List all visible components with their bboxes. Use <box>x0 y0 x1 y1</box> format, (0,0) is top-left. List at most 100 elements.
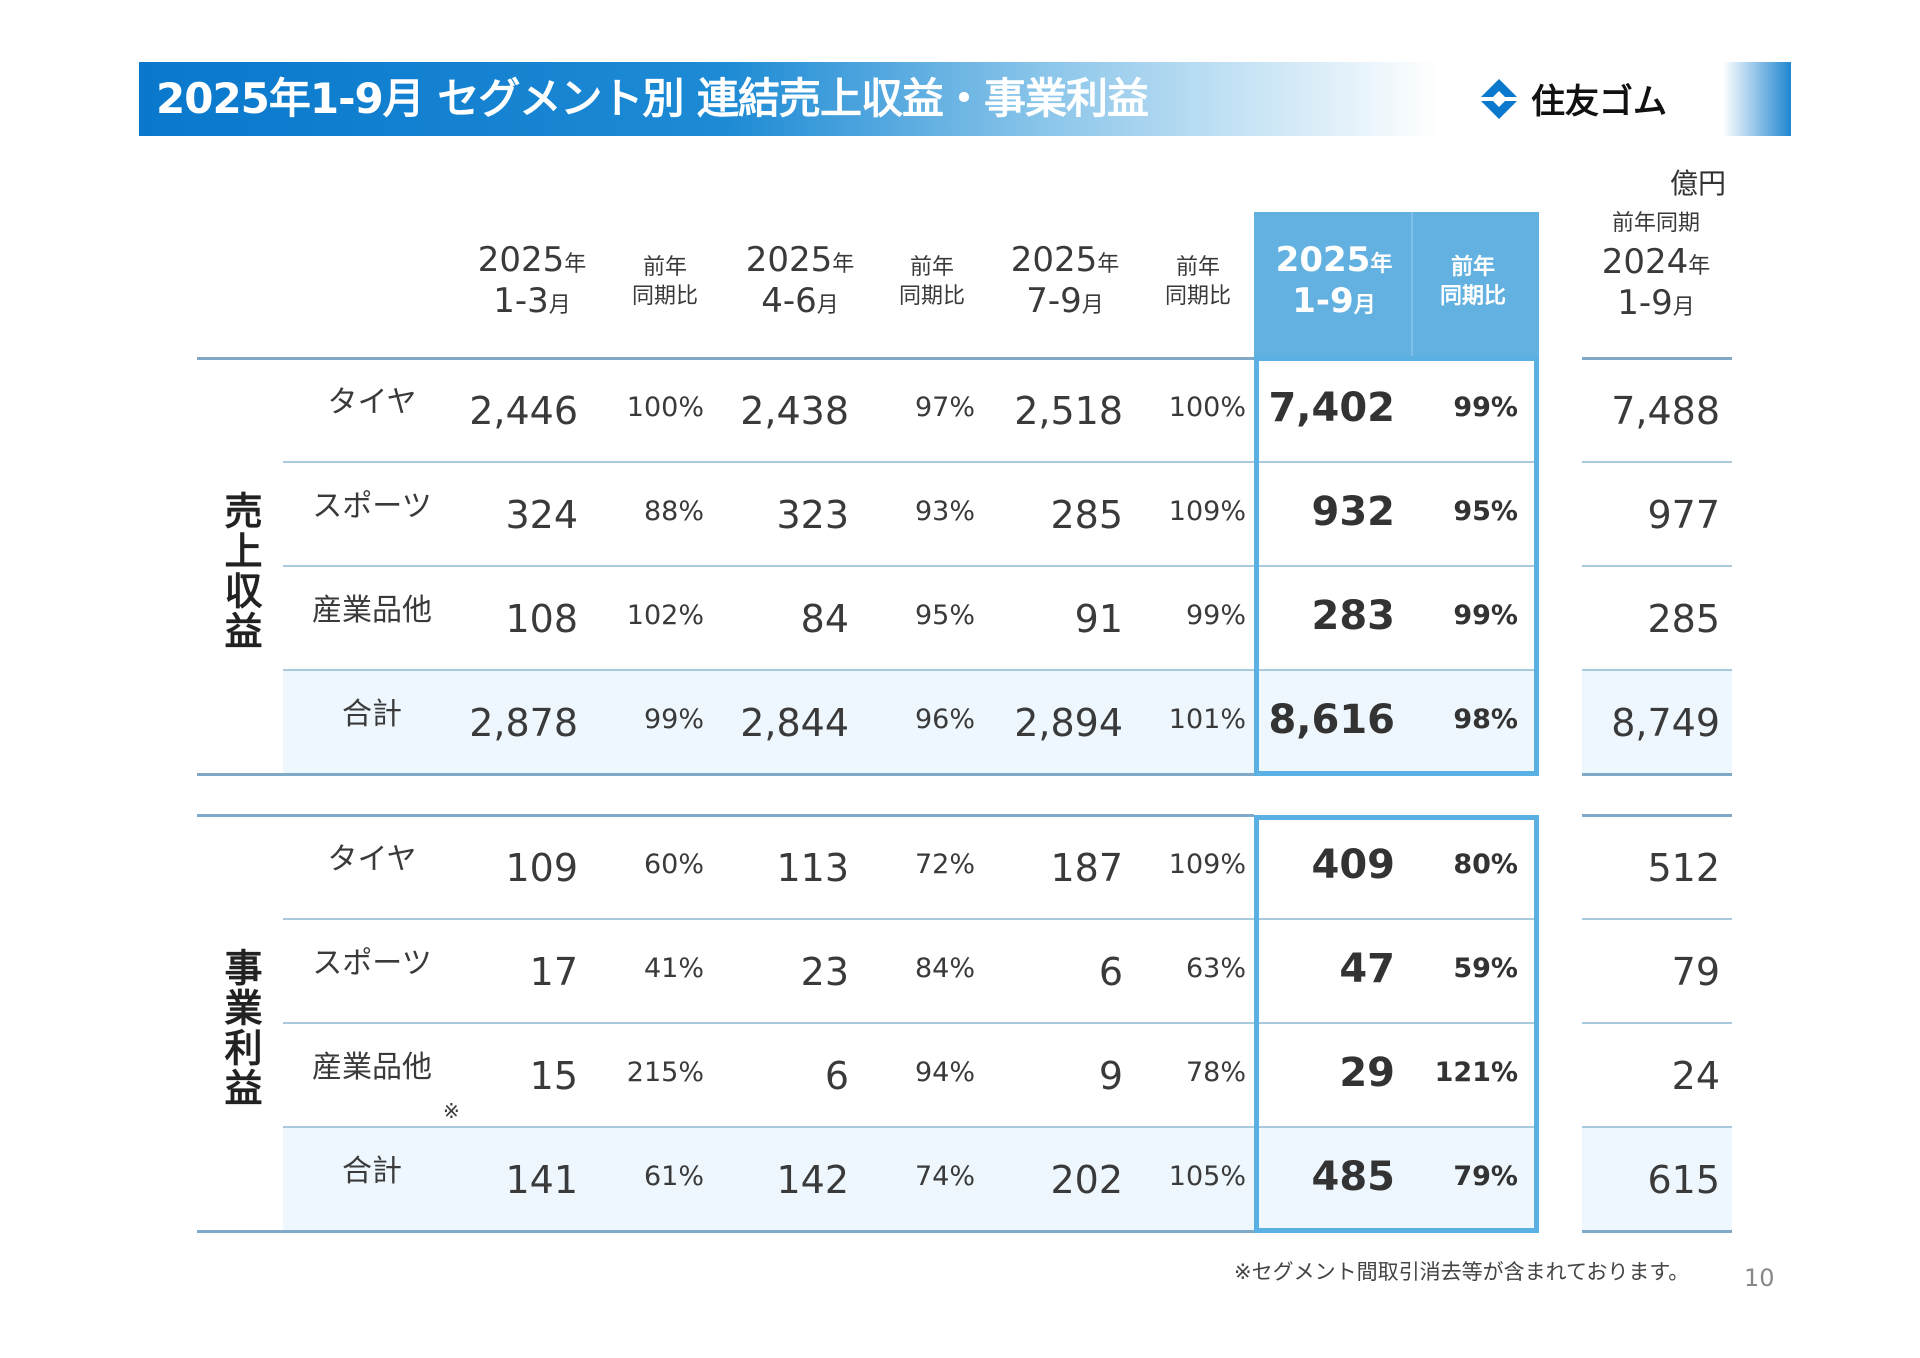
cell-q2: 23 <box>800 950 849 994</box>
cell-q1: 108 <box>505 597 578 641</box>
total-row-bg-prior <box>1582 1127 1732 1231</box>
cell-q3p: 109% <box>1168 496 1246 527</box>
cell-cump: 80% <box>1453 849 1518 880</box>
section-top-line <box>197 357 1254 360</box>
unit-label: 億円 <box>1670 167 1727 200</box>
period-value: 4-6 <box>761 280 817 321</box>
header-q3: 2025年 7-9月 <box>1011 240 1120 322</box>
cell-q3: 2,894 <box>1014 701 1123 745</box>
header-year: 2025年 <box>1276 240 1393 281</box>
page-number: 10 <box>1744 1264 1775 1292</box>
row-divider-prior <box>1582 565 1732 567</box>
row-divider-highlight <box>1254 1022 1539 1024</box>
header-line: 前年 <box>642 255 688 280</box>
cell-cum: 8,616 <box>1268 697 1395 743</box>
cell-cum: 409 <box>1311 842 1396 888</box>
row-divider <box>283 1126 1254 1128</box>
section-bottom-line-prior <box>1582 1230 1732 1233</box>
row-divider-highlight <box>1254 918 1539 920</box>
header-period: 7-9月 <box>1011 281 1120 322</box>
cell-q1: 15 <box>529 1054 578 1098</box>
header-line: 同期比 <box>898 283 966 309</box>
year-suffix: 年 <box>1688 254 1711 279</box>
highlight-header-divider <box>1411 212 1413 358</box>
cell-prior: 512 <box>1647 846 1720 890</box>
cell-prior: 977 <box>1647 493 1720 537</box>
year-suffix: 年 <box>832 252 855 277</box>
cell-q3: 202 <box>1050 1158 1123 1202</box>
row-label: タイヤ <box>327 842 417 877</box>
cell-cump: 99% <box>1453 600 1518 631</box>
header-year: 2025年 <box>1011 240 1120 281</box>
period-value: 1-9 <box>1292 280 1354 321</box>
logo-text: 住友ゴム <box>1531 82 1667 122</box>
row-label: 産業品他 <box>312 593 432 628</box>
header-q1p: 前年 同期比 <box>632 254 698 311</box>
row-divider-prior <box>1582 918 1732 920</box>
cell-cum: 283 <box>1311 593 1396 639</box>
section-bottom-line <box>197 1230 1254 1233</box>
cell-q2p: 97% <box>914 392 975 423</box>
title-band <box>139 62 1439 136</box>
cell-prior: 285 <box>1647 597 1720 641</box>
cell-cum: 7,402 <box>1268 385 1395 431</box>
cell-q1p: 102% <box>626 600 704 631</box>
section-bottom-line <box>197 773 1254 776</box>
cell-q2p: 84% <box>914 953 975 984</box>
cell-q1: 17 <box>529 950 578 994</box>
period-suffix: 月 <box>1672 294 1695 320</box>
header-q1: 2025年 1-3月 <box>478 240 587 322</box>
year-value: 2025 <box>745 240 833 280</box>
row-divider-highlight <box>1254 669 1539 671</box>
header-line: 同期比 <box>631 283 699 309</box>
cell-q1p: 61% <box>643 1161 704 1192</box>
year-value: 2025 <box>1275 240 1371 280</box>
section-top-line <box>197 814 1254 817</box>
cell-q3p: 100% <box>1168 392 1246 423</box>
header-cump: 前年 同期比 <box>1440 254 1506 311</box>
cell-q2: 84 <box>800 597 849 641</box>
period-suffix: 月 <box>1081 292 1104 318</box>
header-period: 1-3月 <box>478 281 587 322</box>
cell-prior: 24 <box>1671 1054 1720 1098</box>
cell-q1: 141 <box>505 1158 578 1202</box>
cell-q3: 285 <box>1050 493 1123 537</box>
cell-q3: 6 <box>1098 950 1123 994</box>
section-top-line-prior <box>1582 357 1732 360</box>
total-row-bg <box>283 670 1539 774</box>
section-bottom-line-prior <box>1582 773 1732 776</box>
footnote-mark: ※ <box>443 1099 460 1123</box>
row-label: 産業品他 <box>312 1050 432 1085</box>
section-top-line-prior <box>1582 814 1732 817</box>
year-suffix: 年 <box>564 252 587 277</box>
row-divider <box>283 461 1254 463</box>
cell-q1: 109 <box>505 846 578 890</box>
row-divider <box>283 669 1254 671</box>
footnote: ※セグメント間取引消去等が含まれております。 <box>1234 1260 1690 1284</box>
cell-q2: 323 <box>776 493 849 537</box>
cell-q1: 2,446 <box>469 389 578 433</box>
header-line: 前年 <box>909 255 955 280</box>
highlight-box <box>1254 356 1539 776</box>
period-value: 1-3 <box>493 280 549 321</box>
period-value: 1-9 <box>1617 282 1673 323</box>
company-logo: 住友ゴム <box>1477 74 1667 123</box>
cell-q2: 142 <box>776 1158 849 1202</box>
sumitomo-diamond-logo-icon <box>1479 78 1519 119</box>
cell-q2: 113 <box>776 846 849 890</box>
cell-q2p: 94% <box>914 1057 975 1088</box>
header-period: 1-9月 <box>1276 281 1393 322</box>
highlight-header <box>1254 212 1539 358</box>
cell-q1p: 215% <box>626 1057 704 1088</box>
cell-q2: 2,844 <box>740 701 849 745</box>
cell-cump: 121% <box>1434 1057 1518 1088</box>
row-divider-prior <box>1582 461 1732 463</box>
header-period: 1-9月 <box>1602 283 1711 324</box>
cell-cump: 98% <box>1453 704 1518 735</box>
cell-q2p: 72% <box>914 849 975 880</box>
cell-q3: 9 <box>1098 1054 1123 1098</box>
row-label: タイヤ <box>327 385 417 420</box>
cell-q1p: 99% <box>643 704 704 735</box>
cell-q1p: 41% <box>643 953 704 984</box>
header-cum: 2025年 1-9月 <box>1276 240 1393 322</box>
